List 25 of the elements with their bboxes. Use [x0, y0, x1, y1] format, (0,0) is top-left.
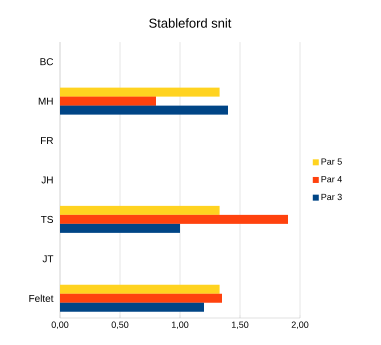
bar	[60, 96, 156, 106]
x-tick-label: 0,50	[112, 322, 128, 329]
chart-title: Stableford snit	[149, 18, 232, 28]
bar	[60, 214, 288, 224]
legend-label: Par 5	[322, 158, 342, 165]
y-tick-label: JH	[41, 176, 53, 184]
x-tick-label: 2,00	[292, 322, 308, 329]
legend-label: Par 3	[322, 194, 342, 200]
bar	[60, 224, 180, 233]
bar	[60, 88, 220, 97]
x-tick-label: 1,50	[232, 322, 248, 329]
legend-label: Par 4	[322, 176, 342, 182]
y-tick-label: JT	[42, 255, 54, 262]
x-tick-label: 1,00	[172, 322, 188, 329]
y-tick-label: FR	[41, 137, 54, 144]
bar	[60, 284, 220, 294]
bar	[60, 206, 220, 215]
y-tick-label: MH	[38, 98, 53, 105]
y-tick-label: TS	[40, 216, 54, 223]
x-tick-label: 0,00	[52, 322, 68, 329]
y-tick-label: Feltet	[29, 294, 54, 302]
bar	[60, 294, 222, 303]
y-tick-label: BC	[40, 58, 54, 66]
bar	[60, 106, 228, 115]
bar	[60, 302, 204, 312]
